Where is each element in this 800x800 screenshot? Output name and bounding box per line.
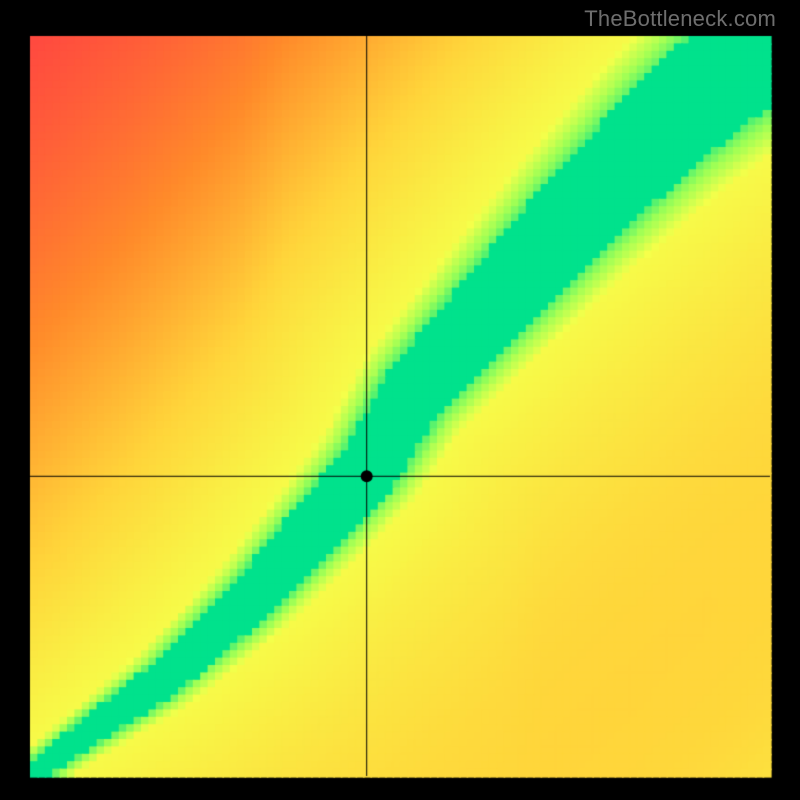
watermark-text: TheBottleneck.com [584,6,776,32]
bottleneck-heatmap [0,0,800,800]
